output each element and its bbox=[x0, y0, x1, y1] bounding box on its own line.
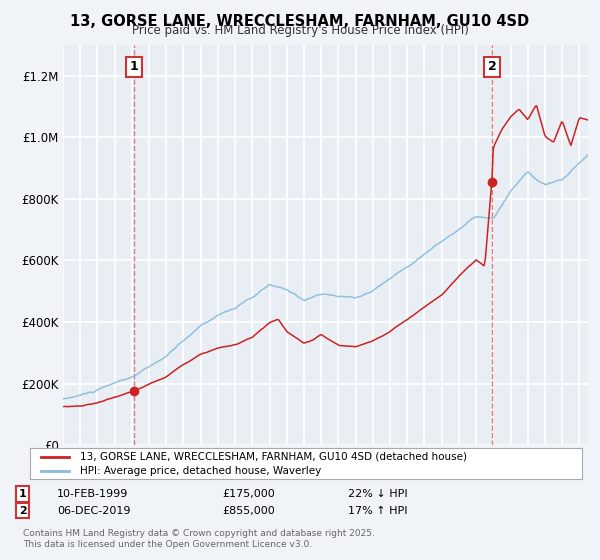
Text: 17% ↑ HPI: 17% ↑ HPI bbox=[348, 506, 407, 516]
Text: 13, GORSE LANE, WRECCLESHAM, FARNHAM, GU10 4SD: 13, GORSE LANE, WRECCLESHAM, FARNHAM, GU… bbox=[70, 14, 530, 29]
Text: 2: 2 bbox=[19, 506, 26, 516]
Text: £175,000: £175,000 bbox=[222, 489, 275, 499]
Text: Contains HM Land Registry data © Crown copyright and database right 2025.
This d: Contains HM Land Registry data © Crown c… bbox=[23, 529, 374, 549]
Text: 13, GORSE LANE, WRECCLESHAM, FARNHAM, GU10 4SD (detached house): 13, GORSE LANE, WRECCLESHAM, FARNHAM, GU… bbox=[80, 451, 467, 461]
Text: 22% ↓ HPI: 22% ↓ HPI bbox=[348, 489, 407, 499]
Text: HPI: Average price, detached house, Waverley: HPI: Average price, detached house, Wave… bbox=[80, 466, 321, 476]
Text: Price paid vs. HM Land Registry's House Price Index (HPI): Price paid vs. HM Land Registry's House … bbox=[131, 24, 469, 37]
Text: £855,000: £855,000 bbox=[222, 506, 275, 516]
Text: 10-FEB-1999: 10-FEB-1999 bbox=[57, 489, 128, 499]
Text: 2: 2 bbox=[488, 60, 496, 73]
Text: 06-DEC-2019: 06-DEC-2019 bbox=[57, 506, 131, 516]
Text: 1: 1 bbox=[19, 489, 26, 499]
Text: 1: 1 bbox=[130, 60, 138, 73]
